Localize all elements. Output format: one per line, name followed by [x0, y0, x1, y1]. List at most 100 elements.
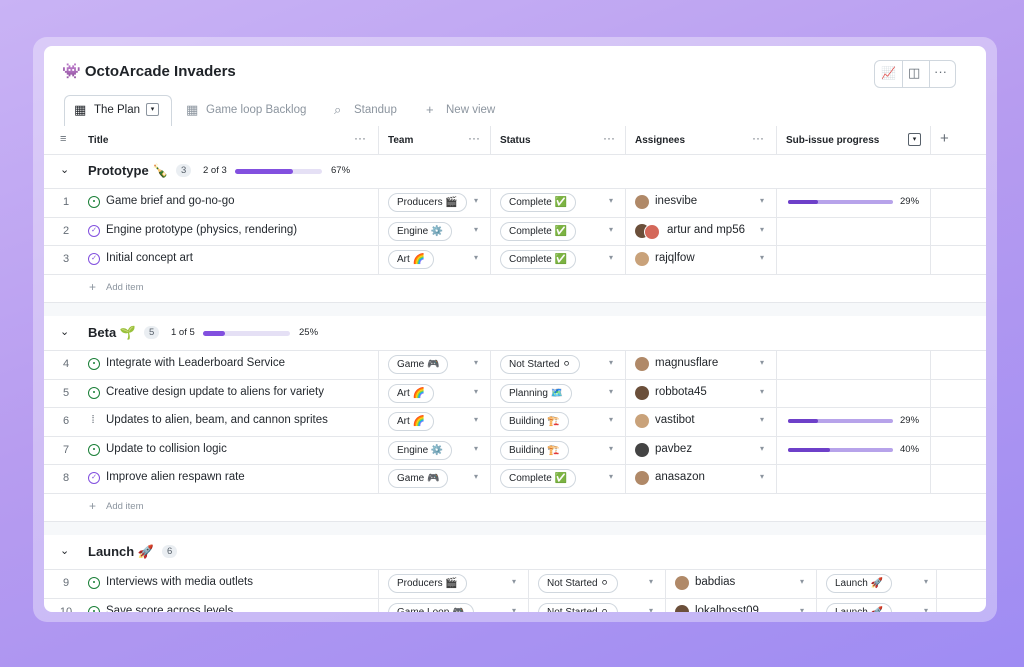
row-number[interactable]: 8 — [62, 472, 70, 485]
column-menu[interactable]: ··· — [752, 131, 764, 145]
panel-icon[interactable]: ◫ — [908, 65, 921, 80]
chevron[interactable]: ▾ — [609, 472, 614, 482]
assignee[interactable]: artur and mp56 — [667, 223, 745, 236]
chevron[interactable]: ▾ — [760, 196, 765, 206]
chevron[interactable]: ▾ — [760, 358, 765, 368]
row-number[interactable]: 3 — [62, 253, 70, 266]
add-item-icon[interactable]: + — [89, 498, 97, 513]
team-pill[interactable]: Engine ⚙️ — [388, 221, 453, 241]
filter-icon[interactable]: ≡ — [60, 133, 67, 145]
chevron[interactable]: ▾ — [760, 224, 765, 234]
row-number[interactable]: 4 — [62, 358, 70, 371]
add-column[interactable]: + — [940, 130, 949, 147]
row-number[interactable]: 10 — [59, 605, 73, 612]
assignee[interactable]: magnusflare — [655, 357, 719, 370]
tab[interactable]: New view — [446, 104, 496, 116]
issue-title[interactable]: Save score across levels — [106, 604, 234, 612]
team-pill[interactable]: Producers 🎬 — [388, 193, 467, 213]
tab-icon[interactable]: ⌕ — [334, 102, 342, 117]
group-name[interactable]: Launch 🚀 — [88, 544, 155, 559]
status-pill[interactable]: Complete ✅ — [500, 221, 577, 241]
issue-title[interactable]: Creative design update to aliens for var… — [106, 385, 324, 398]
issue-icon[interactable]: ✓ — [88, 472, 100, 485]
tab[interactable]: Game loop Backlog — [206, 104, 307, 116]
chevron[interactable]: ▾ — [609, 224, 614, 234]
chevron[interactable]: ▾ — [760, 386, 765, 396]
chevron[interactable]: ▾ — [512, 577, 517, 587]
issue-title[interactable]: Game brief and go-no-go — [106, 195, 235, 208]
chevron[interactable]: ▾ — [474, 386, 479, 396]
chevron[interactable]: ▾ — [474, 415, 479, 425]
tab-icon[interactable]: + — [426, 102, 434, 117]
status-pill[interactable]: Complete ✅ — [500, 193, 577, 213]
chevron[interactable]: ▾ — [760, 472, 765, 482]
column-header[interactable]: Assignees — [635, 135, 686, 146]
column-header[interactable]: Sub-issue progress — [786, 135, 880, 146]
assignee[interactable]: pavbez — [655, 442, 693, 455]
row-number[interactable]: 1 — [62, 196, 70, 209]
chevron[interactable]: ▾ — [474, 196, 479, 206]
issue-icon[interactable] — [88, 605, 100, 612]
chevron[interactable]: ▾ — [649, 605, 654, 612]
column-sort[interactable]: ▾ — [908, 133, 921, 146]
team-pill[interactable]: Art 🌈 — [388, 412, 435, 432]
chevron[interactable]: ▾ — [800, 577, 805, 587]
team-pill[interactable]: Game 🎮 — [388, 469, 449, 489]
assignee[interactable]: lokalhosst09 — [695, 604, 759, 612]
issue-title[interactable]: Updates to alien, beam, and cannon sprit… — [106, 414, 328, 427]
issue-title[interactable]: Initial concept art — [106, 252, 193, 265]
column-menu[interactable]: ··· — [354, 131, 366, 145]
assignee[interactable]: robbota45 — [655, 385, 707, 398]
row-number[interactable]: 2 — [62, 224, 70, 237]
assignee[interactable]: rajqlfow — [655, 252, 695, 265]
milestone-pill[interactable]: Launch 🚀 — [826, 602, 893, 612]
status-pill[interactable]: Not Started ⚪ — [500, 355, 580, 375]
row-number[interactable]: 5 — [62, 386, 70, 399]
chevron[interactable]: ▾ — [474, 224, 479, 234]
chevron[interactable]: ▾ — [760, 253, 765, 263]
issue-icon[interactable] — [88, 443, 100, 456]
chevron[interactable]: ▾ — [609, 358, 614, 368]
group-toggle[interactable]: ⌄ — [60, 326, 70, 338]
assignee[interactable]: anasazon — [655, 471, 705, 484]
issue-title[interactable]: Improve alien respawn rate — [106, 471, 245, 484]
chevron[interactable]: ▾ — [760, 443, 765, 453]
chart-icon[interactable]: 📈 — [881, 66, 896, 80]
chevron[interactable]: ▾ — [474, 253, 479, 263]
status-pill[interactable]: Planning 🗺️ — [500, 383, 573, 403]
issue-icon[interactable] — [88, 358, 100, 371]
status-pill[interactable]: Building 🏗️ — [500, 412, 569, 432]
status-pill[interactable]: Not Started ⚪ — [538, 574, 618, 594]
tab[interactable]: Standup — [354, 104, 397, 116]
group-toggle[interactable]: ⌄ — [60, 545, 70, 557]
column-header[interactable]: Status — [500, 135, 531, 146]
status-pill[interactable]: Complete ✅ — [500, 250, 577, 270]
status-pill[interactable]: Complete ✅ — [500, 469, 577, 489]
issue-icon[interactable]: ✓ — [88, 253, 100, 266]
assignee[interactable]: inesvibe — [655, 195, 698, 208]
tab-icon[interactable]: ▦ — [186, 102, 199, 117]
issue-title[interactable]: Integrate with Leaderboard Service — [106, 357, 285, 370]
assignee[interactable]: babdias — [695, 576, 736, 589]
add-item[interactable]: Add item — [106, 281, 144, 293]
issue-icon[interactable]: ⁞ — [91, 414, 95, 427]
team-pill[interactable]: Game Loop 🎮 — [388, 602, 474, 612]
milestone-pill[interactable]: Launch 🚀 — [826, 574, 893, 594]
issue-icon[interactable] — [88, 196, 100, 209]
view-toolbar[interactable]: 📈 ◫ ··· — [874, 60, 956, 88]
chevron[interactable]: ▾ — [609, 443, 614, 453]
issue-icon[interactable] — [88, 386, 100, 399]
team-pill[interactable]: Engine ⚙️ — [388, 440, 453, 460]
group-name[interactable]: Prototype 🍾 — [88, 163, 169, 178]
chevron[interactable]: ▾ — [474, 443, 479, 453]
chevron[interactable]: ▾ — [800, 605, 805, 612]
team-pill[interactable]: Art 🌈 — [388, 383, 435, 403]
chevron[interactable]: ▾ — [924, 577, 929, 587]
issue-title[interactable]: Update to collision logic — [106, 442, 227, 455]
chevron[interactable]: ▾ — [474, 472, 479, 482]
column-menu[interactable]: ··· — [468, 131, 480, 145]
more-icon[interactable]: ··· — [934, 64, 947, 79]
group-name[interactable]: Beta 🌱 — [88, 325, 136, 340]
chevron[interactable]: ▾ — [474, 358, 479, 368]
issue-icon[interactable] — [88, 577, 100, 590]
